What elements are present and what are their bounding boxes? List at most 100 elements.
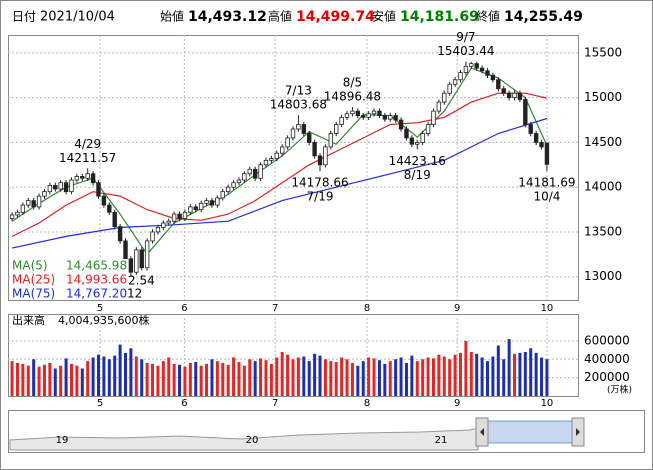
candle-body [225,186,231,193]
x-tick-label: 9 [454,398,460,409]
candle-body [80,176,85,179]
y-tick-label: 600000 [584,333,630,347]
candle-body [9,214,15,219]
annotation-date: 8/19 [404,168,431,182]
volume-bar [248,359,252,396]
partial-label: 12 [127,287,142,301]
candle-body [382,115,388,120]
candle-body [193,206,198,210]
candle-body [47,185,53,193]
candle-body [53,185,58,190]
date: 2021/10/04 [40,10,115,25]
volume-bar [178,364,182,396]
candle-body [425,124,431,134]
field-label: 終値 [476,9,500,24]
volume-bar [161,361,165,396]
ma-line [11,67,548,256]
volume-bar [534,352,538,396]
volume-bar [134,356,138,396]
candle-body [323,146,328,166]
volume-bar [199,365,203,396]
volume-bar [205,363,209,396]
volume-bar [529,348,533,396]
volume-bar [448,359,452,396]
partial-label: 2.54 [128,274,155,288]
volume-bar [107,359,111,396]
legend-name: MA(75) [12,287,55,301]
candle-body [26,200,31,206]
candle-body [420,133,425,143]
legend-value: 14,993.66 [66,273,127,287]
volume-bar [26,365,30,396]
candle-body [506,92,512,99]
volume-bar [469,351,473,396]
candle-body [220,191,225,199]
volume-bar [323,359,327,396]
candle-body [96,182,101,197]
volume-bar [275,357,279,396]
candle-body [523,99,528,125]
field-value: 14,493.12 [188,9,267,25]
candle-body [469,63,474,67]
candle-body [290,128,296,139]
volume-title: 出来高 [12,313,45,327]
candle-body [263,159,269,166]
volume-bar [426,357,430,396]
candle-body [258,164,263,179]
legend-box [10,259,127,300]
x-tick-label: 10 [541,303,554,314]
candle-body [85,173,90,179]
candle-body [42,191,47,197]
x-tick-label: 10 [541,398,554,409]
candle-body [58,182,63,190]
annotation-value: 14178.66 [291,176,348,190]
candle-body [117,226,123,242]
candle-body [209,200,215,206]
volume-bar [86,361,90,396]
field-label: 高値 [268,9,292,24]
annotation-date: 8/5 [343,75,362,89]
navigator-window[interactable] [485,420,573,444]
volume-bar [237,362,241,396]
volume-bar [404,362,408,396]
y-tick-label: 14000 [584,180,622,194]
candle-body [301,124,307,134]
candle-body [144,240,150,269]
volume-bar [151,363,155,396]
volume-bar [21,363,25,396]
candle-body [134,249,139,273]
volume-bar [361,361,365,396]
candle-body [339,116,344,125]
candle-body [269,158,274,161]
volume-bar [356,365,360,396]
candle-body [344,113,350,118]
volume-bar [415,361,419,396]
candle-body [274,152,279,159]
navigator-area [9,427,479,451]
volume-bar [42,364,46,396]
candle-body [388,115,393,120]
candle-body [539,142,544,148]
volume-bar [215,361,219,396]
volume-bar [502,359,506,396]
nav-label: 19 [56,435,69,446]
arrow-left [480,428,484,436]
y-tick-label: 400000 [584,352,630,366]
volume-bar [64,358,68,396]
volume-bar [232,357,236,396]
volume-bar [194,362,198,396]
y-tick-label: 13000 [584,269,622,283]
volume-bar [188,362,192,396]
candle-body [533,133,539,143]
nav-label: 20 [246,435,259,446]
volume-bar [145,362,149,396]
legend-name: MA(25) [12,273,55,287]
candle-body [236,179,242,184]
candle-body [544,142,550,165]
volume-bar [302,356,306,396]
volume-bar [113,355,117,396]
volume-bar [491,356,495,396]
volume-bar [464,340,468,396]
volume-bar [480,357,484,396]
volume-bar [37,366,41,396]
